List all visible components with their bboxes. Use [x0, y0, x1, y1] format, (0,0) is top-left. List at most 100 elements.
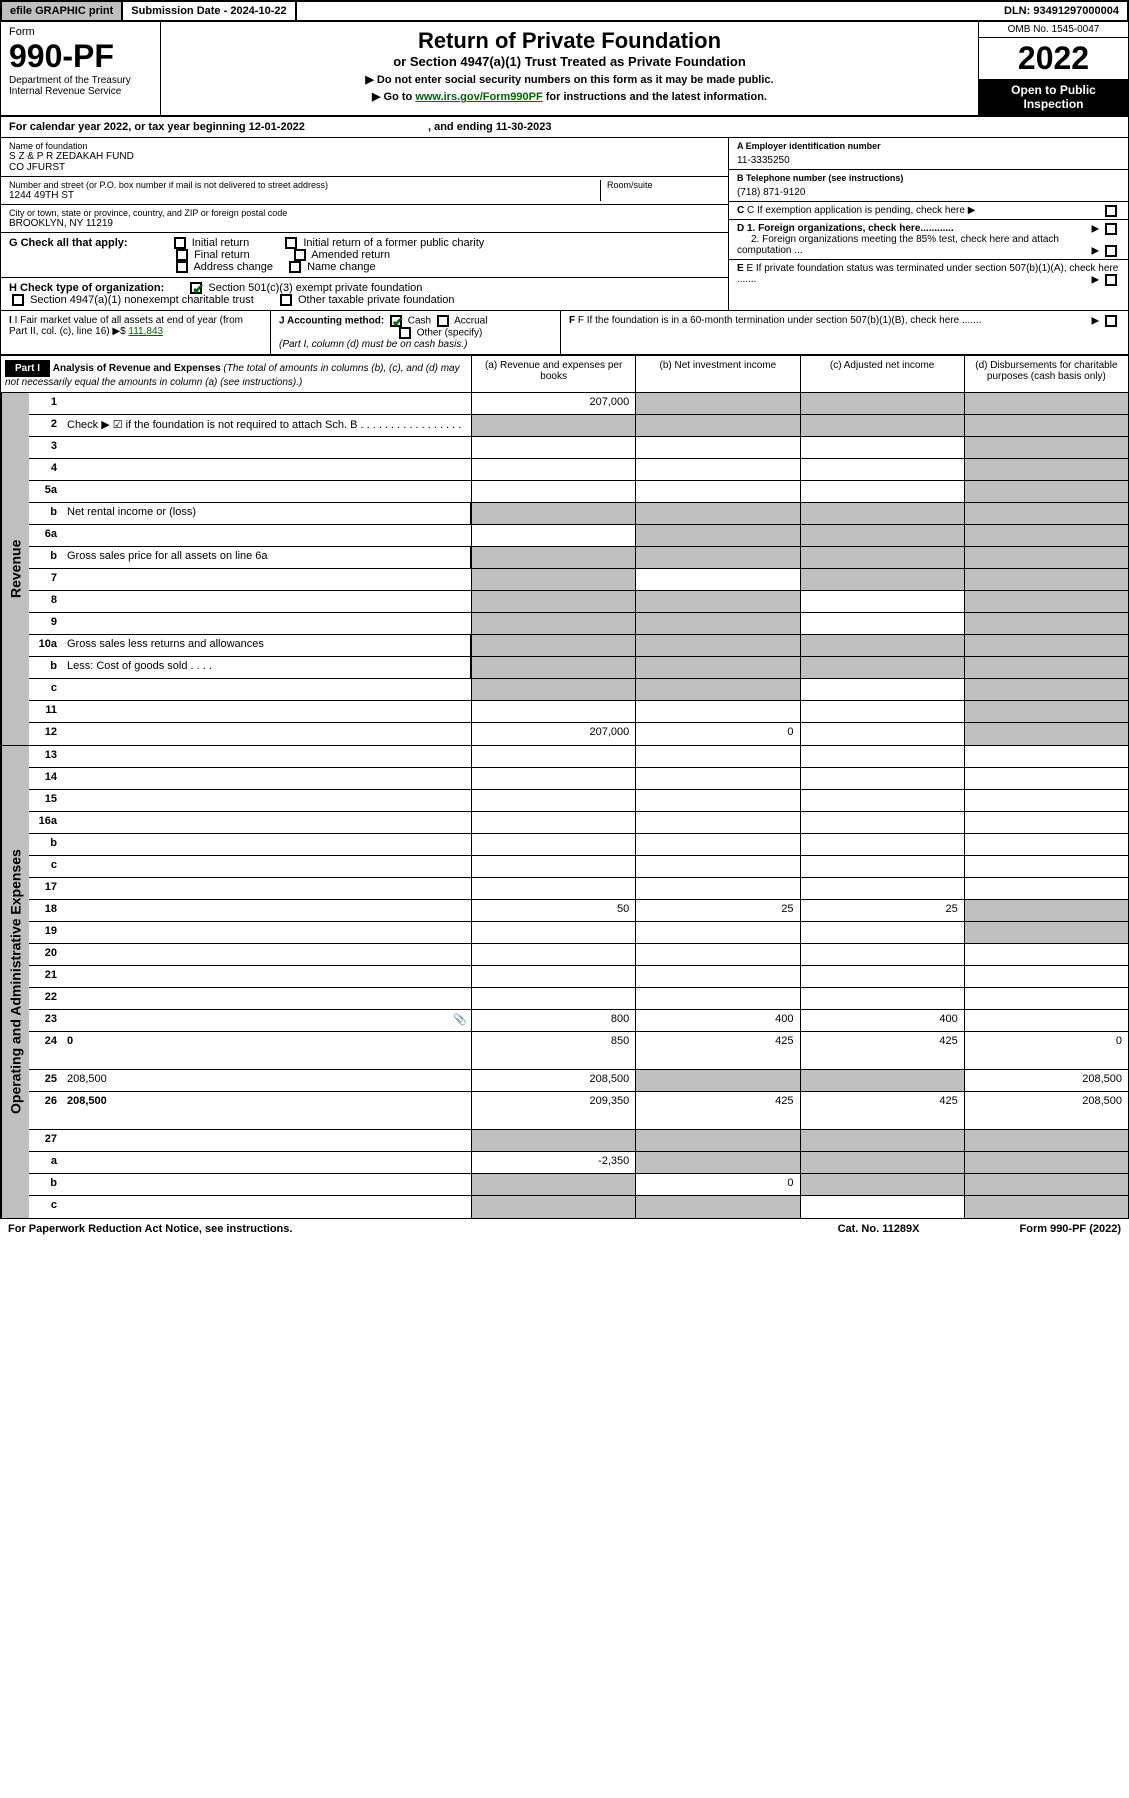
- line-number: c: [29, 856, 63, 877]
- value-cell-c: [800, 878, 964, 899]
- line-description: [63, 679, 471, 700]
- value-cell-c: [800, 1152, 964, 1173]
- cb-amended[interactable]: [294, 249, 306, 261]
- value-cell-b: [635, 1130, 799, 1151]
- catalog-number: Cat. No. 11289X: [838, 1223, 920, 1235]
- table-row: 15: [29, 790, 1128, 812]
- value-cell-blank: [964, 415, 1128, 436]
- cb-other-taxable[interactable]: [280, 294, 292, 306]
- irs-link[interactable]: www.irs.gov/Form990PF: [415, 91, 542, 103]
- cb-accrual[interactable]: [437, 315, 449, 327]
- line-description: Net rental income or (loss): [63, 503, 471, 524]
- efile-print-button[interactable]: efile GRAPHIC print: [2, 2, 123, 20]
- form-number: 990-PF: [9, 38, 152, 75]
- line-description: [63, 591, 471, 612]
- value-cell-blank: [964, 657, 1128, 678]
- value-cell-a: 850: [471, 1032, 635, 1069]
- value-cell-b: 400: [635, 1010, 799, 1031]
- value-cell-b: [635, 790, 799, 811]
- line-number: 13: [29, 746, 63, 767]
- value-cell-c: [800, 988, 964, 1009]
- line-description: [63, 922, 471, 943]
- cb-terminated[interactable]: [1105, 274, 1117, 286]
- table-row: 6a: [29, 525, 1128, 547]
- cb-cash[interactable]: [390, 315, 402, 327]
- line-number: 24: [29, 1032, 63, 1069]
- form-label: Form: [9, 26, 152, 38]
- line-description: [63, 481, 471, 502]
- phone-value: (718) 871-9120: [737, 187, 1120, 198]
- cb-60month[interactable]: [1105, 315, 1117, 327]
- value-cell-blank: [964, 503, 1128, 524]
- value-cell-d: [964, 812, 1128, 833]
- value-cell-d: [964, 569, 1128, 590]
- value-cell-blank: [471, 503, 635, 524]
- value-cell-blank: [635, 657, 799, 678]
- value-cell-d: [964, 1130, 1128, 1151]
- attachment-icon[interactable]: 📎: [453, 1013, 467, 1026]
- ein-label: A Employer identification number: [737, 141, 1120, 151]
- value-cell-a: [471, 988, 635, 1009]
- value-cell-d: [964, 1010, 1128, 1031]
- line-description: [63, 944, 471, 965]
- value-cell-c: [800, 922, 964, 943]
- cb-85pct[interactable]: [1105, 245, 1117, 257]
- value-cell-b: [635, 812, 799, 833]
- value-cell-d: [964, 701, 1128, 722]
- city-label: City or town, state or province, country…: [9, 208, 720, 218]
- value-cell-a: [471, 878, 635, 899]
- value-cell-a: [471, 701, 635, 722]
- cb-initial-former[interactable]: [285, 237, 297, 249]
- cb-name-change[interactable]: [289, 261, 301, 273]
- value-cell-b: 25: [635, 900, 799, 921]
- dln: DLN: 93491297000004: [996, 2, 1127, 20]
- ein-value: 11-3335250: [737, 155, 1120, 166]
- cb-4947[interactable]: [12, 294, 24, 306]
- line-description: [63, 768, 471, 789]
- value-cell-d: [964, 393, 1128, 414]
- value-cell-a: [471, 591, 635, 612]
- value-cell-a: [471, 679, 635, 700]
- line-description: [63, 746, 471, 767]
- value-cell-a: [471, 856, 635, 877]
- line-description: [63, 437, 471, 458]
- cb-foreign[interactable]: [1105, 223, 1117, 235]
- cb-other-method[interactable]: [399, 327, 411, 339]
- value-cell-c: [800, 723, 964, 745]
- omb-number: OMB No. 1545-0047: [979, 22, 1128, 38]
- value-cell-b: [635, 966, 799, 987]
- value-cell-b: [635, 393, 799, 414]
- top-bar: efile GRAPHIC print Submission Date - 20…: [0, 0, 1129, 22]
- table-row: 9: [29, 613, 1128, 635]
- table-row: 10aGross sales less returns and allowanc…: [29, 635, 1128, 657]
- table-row: 13: [29, 746, 1128, 768]
- line-description: [63, 701, 471, 722]
- table-row: 20: [29, 944, 1128, 966]
- table-row: 2Check ▶ ☑ if the foundation is not requ…: [29, 415, 1128, 437]
- table-row: b0: [29, 1174, 1128, 1196]
- tax-year: 2022: [979, 38, 1128, 79]
- room-label: Room/suite: [607, 180, 720, 190]
- line-number: 3: [29, 437, 63, 458]
- line-description: 0: [63, 1032, 471, 1069]
- cb-exemption[interactable]: [1105, 205, 1117, 217]
- value-cell-d: [964, 856, 1128, 877]
- line-description: [63, 900, 471, 921]
- cb-initial[interactable]: [174, 237, 186, 249]
- value-cell-c: [800, 591, 964, 612]
- value-cell-blank: [964, 547, 1128, 568]
- value-cell-c: [800, 393, 964, 414]
- line-number: 15: [29, 790, 63, 811]
- cb-501c3[interactable]: [190, 282, 202, 294]
- cb-final[interactable]: [176, 249, 188, 261]
- value-cell-c: [800, 966, 964, 987]
- cb-addr-change[interactable]: [176, 261, 188, 273]
- table-row: 11: [29, 701, 1128, 723]
- table-row: bGross sales price for all assets on lin…: [29, 547, 1128, 569]
- line-number: 8: [29, 591, 63, 612]
- line-description: [63, 878, 471, 899]
- expenses-section: Operating and Administrative Expenses 13…: [0, 746, 1129, 1219]
- value-cell-blank: [471, 635, 635, 656]
- section-c: C C If exemption application is pending,…: [729, 202, 1128, 220]
- value-cell-b: [635, 613, 799, 634]
